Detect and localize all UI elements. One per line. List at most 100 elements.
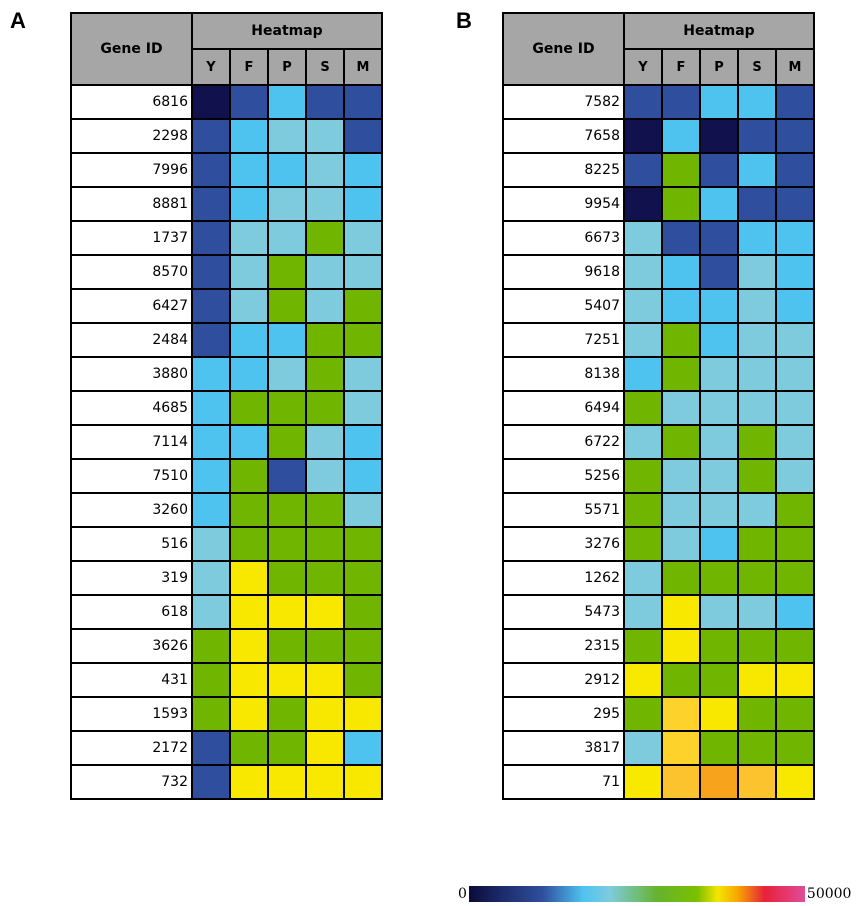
heatmap-cell bbox=[737, 118, 777, 154]
table-row: 2172 bbox=[70, 730, 383, 766]
heatmap-cell bbox=[267, 390, 307, 426]
heatmap-cell bbox=[191, 764, 231, 800]
table-row: 3880 bbox=[70, 356, 383, 392]
gene-id-cell: 7996 bbox=[70, 152, 193, 188]
column-header-m: M bbox=[775, 48, 815, 86]
heatmap-cell bbox=[191, 254, 231, 290]
heatmap-cell bbox=[623, 526, 663, 562]
heatmap-cell bbox=[191, 84, 231, 120]
heatmap-cell bbox=[267, 730, 307, 766]
scale-max-label: 50000 bbox=[806, 886, 852, 902]
heatmap-cell bbox=[267, 764, 307, 800]
heatmap-cell bbox=[191, 288, 231, 324]
heatmap-cell bbox=[267, 526, 307, 562]
heatmap-cell bbox=[699, 458, 739, 494]
table-row: 4685 bbox=[70, 390, 383, 426]
heatmap-cell bbox=[623, 662, 663, 698]
heatmap-cell bbox=[775, 696, 815, 732]
table-row: 431 bbox=[70, 662, 383, 698]
column-header-y: Y bbox=[623, 48, 663, 86]
gene-id-cell: 5407 bbox=[502, 288, 625, 324]
table-row: 516 bbox=[70, 526, 383, 562]
heatmap-cell bbox=[699, 152, 739, 188]
gene-id-cell: 6427 bbox=[70, 288, 193, 324]
heatmap-cell bbox=[661, 356, 701, 392]
gene-id-cell: 6673 bbox=[502, 220, 625, 256]
gene-id-cell: 9954 bbox=[502, 186, 625, 222]
gene-id-cell: 8570 bbox=[70, 254, 193, 290]
heatmap-cell bbox=[623, 560, 663, 596]
heatmap-cell bbox=[737, 254, 777, 290]
table-row: 8881 bbox=[70, 186, 383, 222]
gene-id-cell: 7582 bbox=[502, 84, 625, 120]
heatmap-cell bbox=[699, 492, 739, 528]
table-row: 6494 bbox=[502, 390, 815, 426]
gene-id-cell: 3276 bbox=[502, 526, 625, 562]
gene-id-cell: 2912 bbox=[502, 662, 625, 698]
gene-id-cell: 431 bbox=[70, 662, 193, 698]
heatmap-cell bbox=[737, 356, 777, 392]
table-row: 295 bbox=[502, 696, 815, 732]
heatmap-cell bbox=[305, 254, 345, 290]
heatmap-grid: Gene ID Heatmap Y F P S M 7582 7658 8225 99… bbox=[502, 12, 815, 800]
heatmap-cell bbox=[699, 696, 739, 732]
heatmap-cell bbox=[775, 390, 815, 426]
heatmap-body: 7582 7658 8225 9954 6673 9618 5407 7251 8138 6494… bbox=[502, 84, 815, 800]
heatmap-cell bbox=[775, 322, 815, 358]
table-row: 7114 bbox=[70, 424, 383, 460]
heatmap-cell bbox=[623, 390, 663, 426]
heatmap-cell bbox=[267, 696, 307, 732]
heatmap-cell bbox=[267, 424, 307, 460]
table-row: 2298 bbox=[70, 118, 383, 154]
heatmap-cell bbox=[343, 458, 383, 494]
heatmap-cell bbox=[267, 220, 307, 256]
heatmap-cell bbox=[343, 186, 383, 222]
heatmap-cell bbox=[343, 288, 383, 324]
heatmap-cell bbox=[661, 594, 701, 630]
heatmap-cell bbox=[229, 288, 269, 324]
heatmap-cell bbox=[737, 186, 777, 222]
heatmap-cell bbox=[191, 526, 231, 562]
panel-label-a: A bbox=[10, 8, 26, 33]
heatmap-cell bbox=[661, 662, 701, 698]
heatmap-cell bbox=[305, 594, 345, 630]
gene-id-cell: 732 bbox=[70, 764, 193, 800]
heatmap-cell bbox=[623, 322, 663, 358]
gene-id-cell: 8138 bbox=[502, 356, 625, 392]
heatmap-cell bbox=[191, 730, 231, 766]
heatmap-cell bbox=[191, 220, 231, 256]
scale-min-label: 0 bbox=[458, 886, 467, 902]
heatmap-cell bbox=[191, 118, 231, 154]
heatmap-cell bbox=[775, 220, 815, 256]
heatmap-cell bbox=[267, 662, 307, 698]
heatmap-cell bbox=[343, 424, 383, 460]
table-row: 319 bbox=[70, 560, 383, 596]
heatmap-cell bbox=[737, 424, 777, 460]
heatmap-cell bbox=[699, 730, 739, 766]
heatmap-cell bbox=[699, 390, 739, 426]
table-row: 7658 bbox=[502, 118, 815, 154]
table-row: 5571 bbox=[502, 492, 815, 528]
heatmap-cell bbox=[623, 730, 663, 766]
heatmap-cell bbox=[267, 492, 307, 528]
table-row: 1593 bbox=[70, 696, 383, 732]
heatmap-cell bbox=[661, 628, 701, 664]
heatmap-cell bbox=[737, 322, 777, 358]
heatmap-cell bbox=[343, 492, 383, 528]
heatmap-cell bbox=[229, 390, 269, 426]
heatmap-cell bbox=[699, 560, 739, 596]
gene-id-cell: 319 bbox=[70, 560, 193, 596]
heatmap-cell bbox=[343, 662, 383, 698]
gene-id-cell: 7510 bbox=[70, 458, 193, 494]
heatmap-cell bbox=[191, 356, 231, 392]
heatmap-cell bbox=[661, 390, 701, 426]
heatmap-cell bbox=[229, 322, 269, 358]
table-row: 7251 bbox=[502, 322, 815, 358]
heatmap-cell bbox=[775, 492, 815, 528]
heatmap-cell bbox=[699, 356, 739, 392]
heatmap-cell bbox=[267, 288, 307, 324]
table-row: 6673 bbox=[502, 220, 815, 256]
heatmap-table-a: Gene ID Heatmap Y F P S M 6816 2298 7996 88… bbox=[70, 12, 383, 800]
heatmap-cell bbox=[191, 322, 231, 358]
heatmap-cell bbox=[775, 118, 815, 154]
